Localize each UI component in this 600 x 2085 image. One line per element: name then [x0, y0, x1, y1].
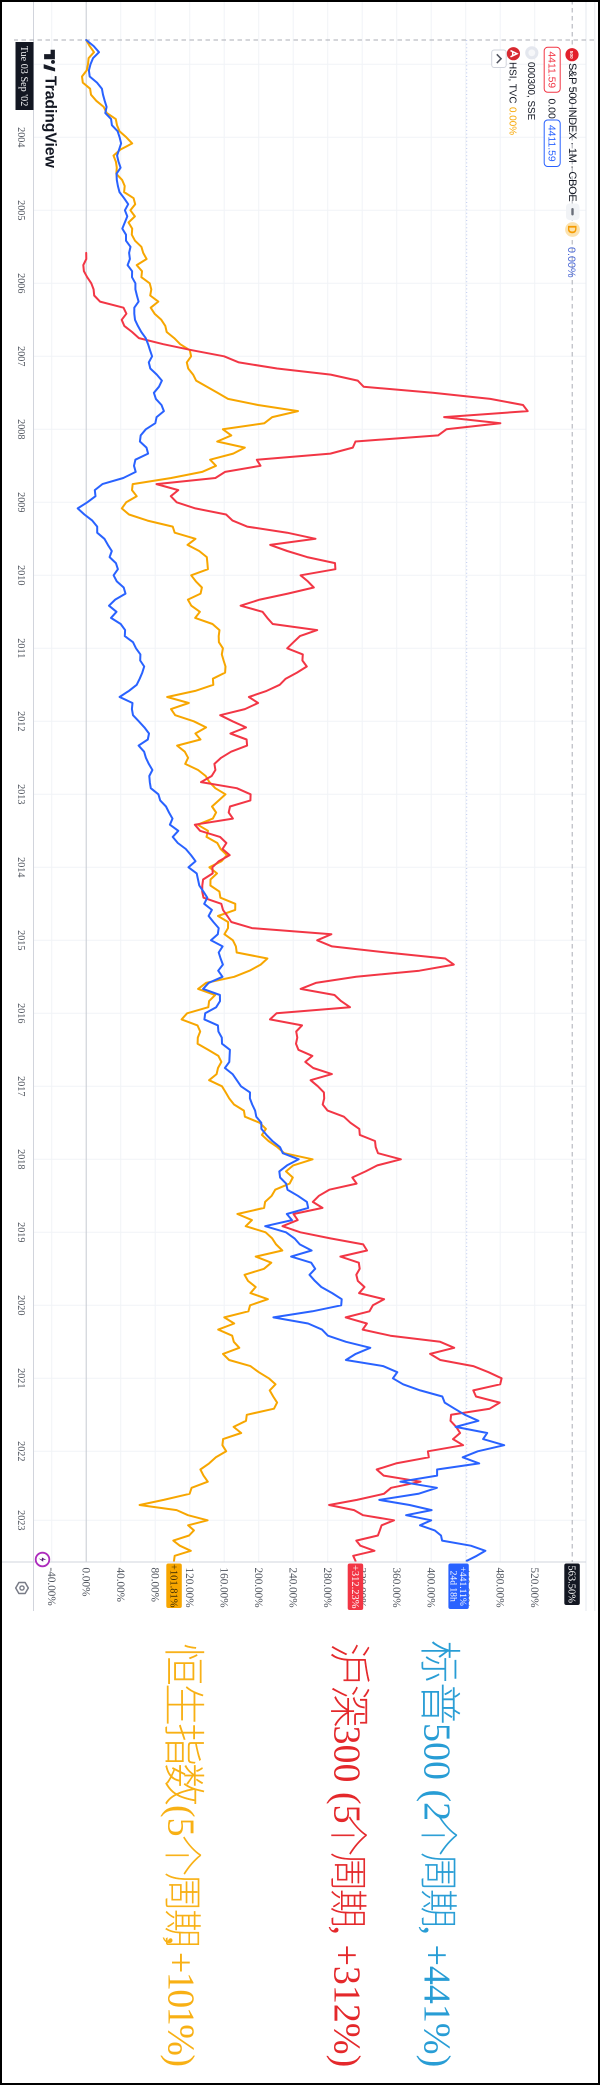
svg-text:2015: 2015 [15, 930, 26, 950]
svg-text:TradingView: TradingView [42, 76, 59, 168]
svg-text:, +101%): , +101%) [160, 1936, 202, 2067]
svg-text:(5: (5 [160, 1805, 202, 1837]
svg-text:2007: 2007 [15, 346, 26, 366]
svg-text:280.00%: 280.00% [321, 1568, 333, 1608]
svg-text:24d 18h: 24d 18h [448, 1571, 459, 1602]
svg-text:, +441%): , +441%) [416, 1926, 458, 2068]
svg-text:2006: 2006 [15, 273, 26, 293]
svg-text:0.00%: 0.00% [565, 247, 577, 278]
svg-text:2008: 2008 [15, 419, 26, 439]
svg-text:120.00%: 120.00% [183, 1568, 195, 1608]
svg-text:240.00%: 240.00% [286, 1568, 298, 1608]
svg-text:4411.59: 4411.59 [545, 125, 556, 162]
svg-text:Tue 03 Sep '02: Tue 03 Sep '02 [18, 46, 29, 107]
svg-text:+441.11%: +441.11% [457, 1566, 468, 1605]
svg-text:500 (2: 500 (2 [416, 1723, 458, 1821]
svg-text:+101.81%: +101.81% [167, 1564, 178, 1608]
svg-text:80.00%: 80.00% [148, 1568, 160, 1603]
svg-text:2017: 2017 [15, 1076, 26, 1096]
svg-text:200.00%: 200.00% [252, 1568, 264, 1608]
svg-text:400.00%: 400.00% [424, 1568, 436, 1608]
svg-text:2021: 2021 [15, 1368, 26, 1388]
svg-text:2018: 2018 [15, 1149, 26, 1169]
svg-text:2009: 2009 [15, 492, 26, 512]
svg-text:480.00%: 480.00% [493, 1568, 505, 1608]
svg-text:HSI, TVC: HSI, TVC [506, 62, 517, 104]
svg-text:2022: 2022 [15, 1441, 26, 1461]
svg-text:000300, SSE: 000300, SSE [525, 62, 536, 121]
svg-text:2011: 2011 [15, 638, 26, 658]
svg-text:+312.23%: +312.23% [349, 1565, 360, 1609]
svg-text:500: 500 [568, 51, 574, 59]
svg-text:0.00%: 0.00% [506, 107, 517, 135]
svg-text:360.00%: 360.00% [390, 1568, 402, 1608]
svg-text:2016: 2016 [15, 1003, 26, 1023]
svg-text:, +312%): , +312%) [325, 1926, 367, 2068]
svg-text:-40.00%: -40.00% [45, 1568, 57, 1606]
svg-text:0.00%: 0.00% [79, 1568, 91, 1597]
svg-text:520.00%: 520.00% [528, 1568, 540, 1608]
svg-text:2005: 2005 [15, 200, 26, 220]
svg-text:S&P 500 INDEX · 1M · CBOE: S&P 500 INDEX · 1M · CBOE [566, 63, 578, 201]
svg-text:2014: 2014 [15, 857, 26, 877]
svg-text:2019: 2019 [15, 1222, 26, 1242]
svg-text:300 (5: 300 (5 [325, 1726, 367, 1824]
svg-text:160.00%: 160.00% [217, 1568, 229, 1608]
svg-text:0.00: 0.00 [545, 99, 556, 119]
svg-text:2004: 2004 [15, 127, 26, 147]
svg-text:563.50%: 563.50% [565, 1565, 576, 1603]
svg-text:2013: 2013 [15, 784, 26, 804]
svg-text:2010: 2010 [15, 565, 26, 585]
svg-text:2023: 2023 [15, 1510, 26, 1530]
svg-text:D: D [565, 225, 579, 234]
svg-text:2020: 2020 [15, 1295, 26, 1315]
svg-text:40.00%: 40.00% [114, 1568, 126, 1603]
svg-text:2012: 2012 [15, 711, 26, 731]
svg-text:4411.59: 4411.59 [545, 51, 556, 88]
